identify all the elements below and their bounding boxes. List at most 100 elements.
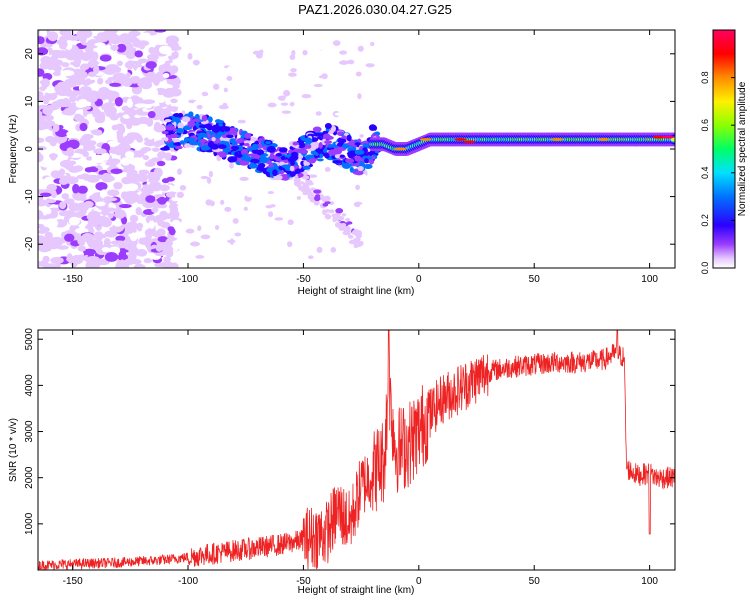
spectrogram-cell (50, 219, 59, 227)
spectrogram-cell (98, 36, 109, 43)
spectrogram-cell (215, 71, 226, 78)
spectrogram-cell (228, 127, 238, 135)
spectrogram-cell (40, 78, 51, 88)
spectrogram-cell (349, 166, 354, 173)
spectrogram-cell (157, 203, 168, 209)
spectrogram-cell (157, 196, 167, 205)
spectrogram-cell (330, 125, 337, 132)
spectrogram-cell (304, 137, 313, 145)
spectrogram-cell (269, 153, 275, 160)
spectrogram-cell (87, 140, 97, 146)
spectrogram-cell (227, 251, 234, 256)
spectrogram-cell (144, 228, 153, 237)
spectrogram-cell (42, 106, 54, 116)
spectrogram-cell (69, 61, 81, 66)
spectrogram-cell (137, 233, 146, 238)
spectrogram-cell (194, 39, 200, 47)
spectrogram-cell (309, 158, 316, 164)
spectrogram-cell (177, 98, 187, 103)
spectrogram-cell (151, 207, 159, 213)
spectrogram-cell (61, 109, 76, 116)
spectrogram-cell (302, 165, 311, 170)
spectrogram-cell (270, 204, 276, 208)
spectrogram-cell (204, 123, 213, 129)
spectrogram-x-tick-label: -150 (63, 274, 83, 285)
spectrogram-cell (38, 137, 45, 143)
spectrogram-cell (365, 98, 373, 104)
spectrogram-cell (136, 172, 148, 183)
spectrogram-cell (194, 113, 200, 121)
spectrogram-cell (302, 191, 309, 196)
spectrogram-x-tick-label: 100 (641, 274, 658, 285)
spectrogram-cell (181, 116, 191, 123)
spectrogram-cell (168, 59, 173, 64)
spectrogram-cell (107, 76, 114, 82)
colorbar-gradient (713, 30, 735, 268)
spectrogram-cell (136, 222, 144, 232)
spectrogram-cell (149, 36, 157, 43)
spectrogram-cell (113, 181, 123, 190)
spectrogram-cell (305, 144, 312, 149)
spectrogram-cell (183, 164, 188, 170)
spectrogram-cell (320, 65, 327, 71)
spectrogram-cell (299, 149, 308, 154)
spectrogram-cell (117, 124, 126, 135)
spectrogram-cell (116, 43, 127, 53)
spectrogram-cell (114, 96, 123, 107)
snr-y-tick-label: 3000 (24, 420, 35, 443)
spectrogram-cell (59, 159, 74, 169)
spectrogram-cell (237, 52, 244, 58)
spectrogram-cell (75, 227, 89, 234)
spectrogram-cell (342, 163, 351, 169)
spectrogram-cell (287, 241, 293, 248)
spectrogram-cell (307, 174, 318, 178)
spectrogram-cell (357, 166, 364, 172)
spectrogram-cell (164, 152, 172, 161)
spectrogram-x-ticks: -150 -100 -50 0 50 100 (63, 30, 658, 285)
spectrogram-cell (119, 39, 132, 44)
spectrogram-cell (339, 50, 348, 55)
spectrogram-cell (208, 170, 213, 178)
spectrogram-cell (128, 112, 136, 118)
spectrogram-cell (38, 223, 45, 229)
spectrogram-cell (268, 163, 274, 168)
spectrogram-cell (303, 110, 310, 116)
spectrogram-cell (188, 141, 199, 146)
spectrogram-cell (201, 114, 208, 122)
spectrogram-cell (129, 192, 140, 203)
spectrogram-cell (219, 131, 226, 136)
snr-y-tick-label: 2000 (24, 466, 35, 489)
spectrogram-cell (258, 162, 266, 169)
spectrogram-cell (319, 153, 324, 159)
spectrogram-cell (149, 183, 162, 192)
spectrogram-cell (239, 160, 250, 166)
spectrogram-cell (237, 119, 247, 124)
spectrogram-cell (58, 211, 68, 217)
spectrogram-cell (343, 46, 352, 50)
spectrogram-cell (58, 39, 68, 49)
spectrogram-cell (60, 70, 75, 76)
spectrogram-cell (359, 134, 364, 138)
spectrogram-cell (301, 94, 312, 99)
spectrogram-cell (354, 170, 364, 176)
spectrogram-cell (232, 218, 239, 224)
spectrogram-cell (316, 158, 324, 162)
spectrogram-cell (220, 199, 225, 205)
spectrogram-cell (138, 169, 150, 175)
spectrogram-cell (320, 161, 325, 166)
spectrogram-cells (38, 30, 675, 268)
spectrogram-cell (38, 94, 47, 102)
spectrogram-cell (196, 104, 203, 110)
spectrogram-cell (355, 184, 360, 191)
spectrogram-cell (327, 144, 334, 148)
spectrogram-cell (322, 130, 329, 135)
spectrogram-cell (354, 142, 361, 146)
spectrogram-cell (357, 45, 364, 52)
spectrogram-cell (115, 235, 126, 242)
spectrogram-cell (64, 86, 73, 97)
spectrogram-cell (223, 126, 231, 132)
spectrogram-cell (313, 83, 323, 88)
spectrogram-cell (174, 145, 183, 150)
spectrogram-cell (100, 46, 107, 52)
